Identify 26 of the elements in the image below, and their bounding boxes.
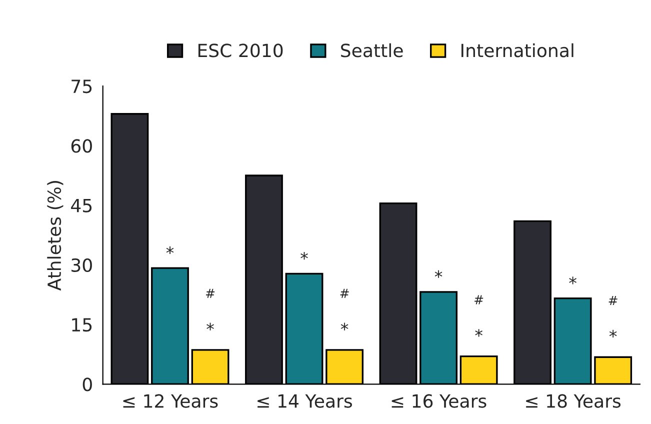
annotation: * [609,330,617,338]
y-tick-label: 60 [71,139,92,153]
y-tick-label: 75 [72,80,92,94]
legend-label: ESC 2010 [198,44,283,58]
annotation: * [300,252,308,260]
x-tick-label: ≤ 14 Years [258,394,352,408]
annotation: # [340,288,349,298]
y-tick-label: 30 [72,258,92,272]
annotation: # [608,296,618,306]
annotation: * [166,246,174,254]
y-tick-label: 45 [71,198,92,212]
y-tick-label: 15 [72,318,92,332]
annotation: * [340,322,348,330]
annotation: # [474,295,484,304]
y-axis-title: Athletes (%) [47,181,64,291]
legend-label: International [462,43,574,58]
x-tick-label: ≤ 12 Years [123,394,218,408]
annotation: # [206,288,215,298]
annotation: * [434,270,442,278]
annotation: * [206,322,214,330]
legend-label: Seattle [341,43,403,58]
x-tick-label: ≤ 18 Years [526,394,621,408]
annotation: * [569,276,576,284]
y-tick-label: 0 [82,378,92,392]
x-tick-label: ≤ 16 Years [392,394,486,408]
annotation: * [475,329,482,337]
